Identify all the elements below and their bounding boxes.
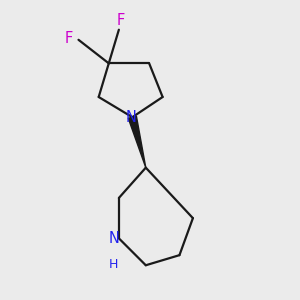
Text: F: F: [116, 13, 125, 28]
Text: F: F: [65, 31, 74, 46]
Text: N: N: [108, 231, 119, 246]
Polygon shape: [128, 116, 146, 168]
Text: N: N: [126, 110, 137, 125]
Text: H: H: [109, 258, 119, 271]
